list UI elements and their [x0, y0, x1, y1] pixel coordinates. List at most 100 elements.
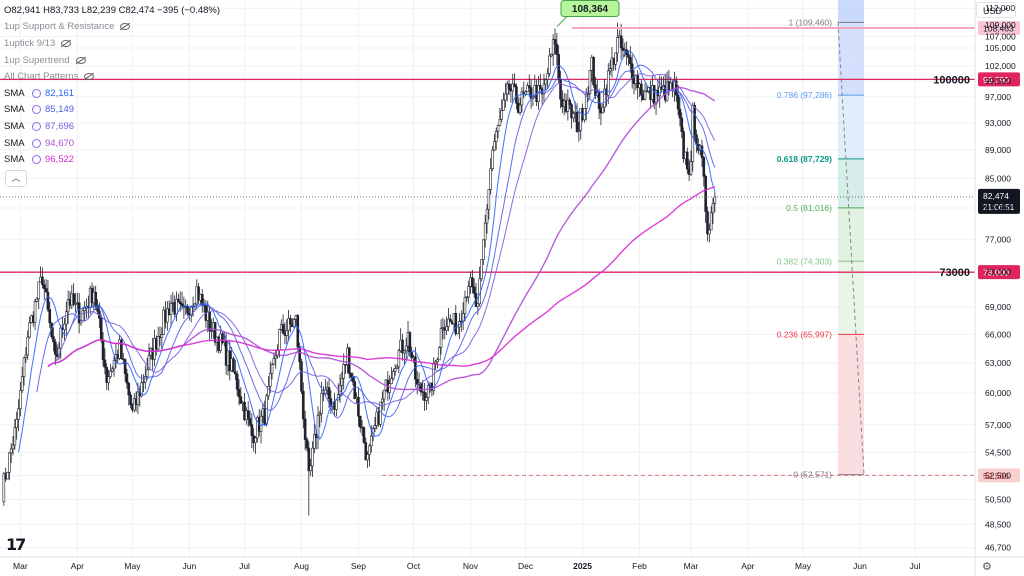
candle-body [518, 104, 522, 113]
hidden-eye-icon[interactable] [61, 39, 72, 47]
candle-body [213, 322, 217, 343]
sma-line [47, 73, 716, 407]
fib-zone [838, 95, 864, 159]
sma-row[interactable]: SMA 85,149 [4, 102, 220, 119]
sma-lines [18, 50, 716, 453]
candle-body [448, 318, 452, 322]
candle-body [645, 90, 649, 93]
fib-zone [838, 158, 864, 208]
candle-body [572, 113, 575, 119]
candle-body [548, 55, 551, 74]
candle-body [347, 347, 351, 374]
candle-body [709, 212, 713, 231]
chart-annotations: 108,463 108,364 52,506 82,474 21:06:51 [0, 0, 1020, 483]
indicator-row[interactable]: 1uptick 9/13 [4, 35, 220, 52]
settings-icon[interactable] [32, 121, 41, 131]
candle-body [382, 389, 386, 400]
candle-body [110, 368, 114, 372]
time-tick-label: Feb [632, 561, 647, 571]
price-tick-label: 77,000 [985, 234, 1011, 244]
time-tick-label: Mar [13, 561, 28, 571]
price-tick-label: 99,500 [985, 76, 1011, 86]
candle-body [296, 315, 300, 348]
settings-icon[interactable] [32, 105, 41, 115]
horizontal-levels[interactable]: 100000 99,790 73000 73,000 [0, 72, 1020, 280]
price-tick-label: 48,500 [985, 519, 1011, 529]
candle-body [619, 35, 623, 49]
candle-body [99, 317, 103, 340]
candle-body [362, 427, 366, 443]
candle-body [426, 385, 430, 398]
candle-body [246, 410, 250, 419]
candle-body [42, 284, 46, 289]
time-tick-label: Apr [71, 561, 84, 571]
candle-body [546, 73, 549, 80]
candle-body [349, 373, 353, 378]
sma-row[interactable]: SMA 82,161 [4, 85, 220, 102]
candle-body [471, 277, 474, 288]
candle-body [498, 119, 502, 126]
sma-row[interactable]: SMA 96,522 [4, 151, 220, 168]
candle-body [586, 93, 590, 95]
candle-body [476, 303, 480, 307]
candle-body [381, 398, 384, 403]
sma-row[interactable]: SMA 87,696 [4, 118, 220, 135]
candle-body [390, 378, 393, 385]
chart-settings-icon[interactable]: ⚙ [982, 561, 992, 573]
candle-body [94, 291, 97, 306]
sma-row[interactable]: SMA 94,670 [4, 135, 220, 152]
indicator-row[interactable]: 1up Support & Resistance [4, 19, 220, 36]
indicator-label: 1up Support & Resistance [4, 21, 115, 33]
candle-body [676, 94, 680, 110]
fibonacci-retracement[interactable]: 1 (109,460) 0.786 (97,286) 0.618 (87,729) 0… [777, 0, 865, 480]
candle-body [307, 447, 311, 472]
price-tick-label: 97,000 [985, 92, 1011, 102]
collapse-legend-button[interactable]: ︿ [5, 170, 27, 187]
candle-body [419, 382, 423, 393]
price-tick-label: 89,000 [985, 145, 1011, 155]
hidden-eye-icon[interactable] [75, 56, 86, 64]
high-callout [560, 0, 620, 18]
fib-level-label: 0.236 (65,997) [777, 329, 832, 339]
candle-body [26, 336, 30, 356]
candle-body [48, 309, 52, 324]
candle-body [53, 341, 57, 355]
sma-value: 96,522 [45, 154, 75, 166]
candle-body [300, 361, 303, 392]
candle-body [643, 90, 647, 101]
candle-body [393, 368, 397, 372]
chart-legend: O82,941 H83,733 L82,239 C82,474 −395 (−0… [4, 2, 220, 168]
hidden-eye-icon[interactable] [84, 73, 95, 81]
candle-body [570, 104, 573, 119]
hidden-eye-icon[interactable] [120, 23, 131, 31]
sma-line [47, 186, 716, 368]
time-tick-label: Oct [407, 561, 421, 571]
sma-value: 85,149 [45, 104, 75, 116]
settings-icon[interactable] [32, 88, 41, 98]
candle-body [239, 396, 243, 404]
candle-body [302, 390, 305, 420]
candle-body [65, 311, 68, 325]
candle-body [270, 364, 274, 374]
indicator-row[interactable]: All Chart Patterns [4, 68, 220, 85]
candle-body [136, 391, 140, 405]
time-tick-label: 2025 [573, 561, 592, 571]
candle-body [507, 83, 511, 90]
candle-body [494, 130, 498, 142]
fib-zone [838, 261, 864, 335]
settings-icon[interactable] [32, 138, 41, 148]
settings-icon[interactable] [32, 155, 41, 165]
candle-body [708, 229, 711, 235]
currency-selector[interactable]: USD [976, 0, 1016, 18]
level-price-tag [978, 265, 1020, 280]
low-price-text: 52,506 [983, 471, 1009, 481]
time-tick-label: Jun [183, 561, 197, 571]
candle-body [436, 359, 439, 363]
price-tick-label: 60,000 [985, 388, 1011, 398]
candle-body [35, 298, 39, 302]
fib-trendline [837, 22, 865, 475]
indicator-row[interactable]: 1up Supertrend [4, 52, 220, 69]
candle-body [434, 361, 437, 364]
candle-body [658, 86, 662, 97]
